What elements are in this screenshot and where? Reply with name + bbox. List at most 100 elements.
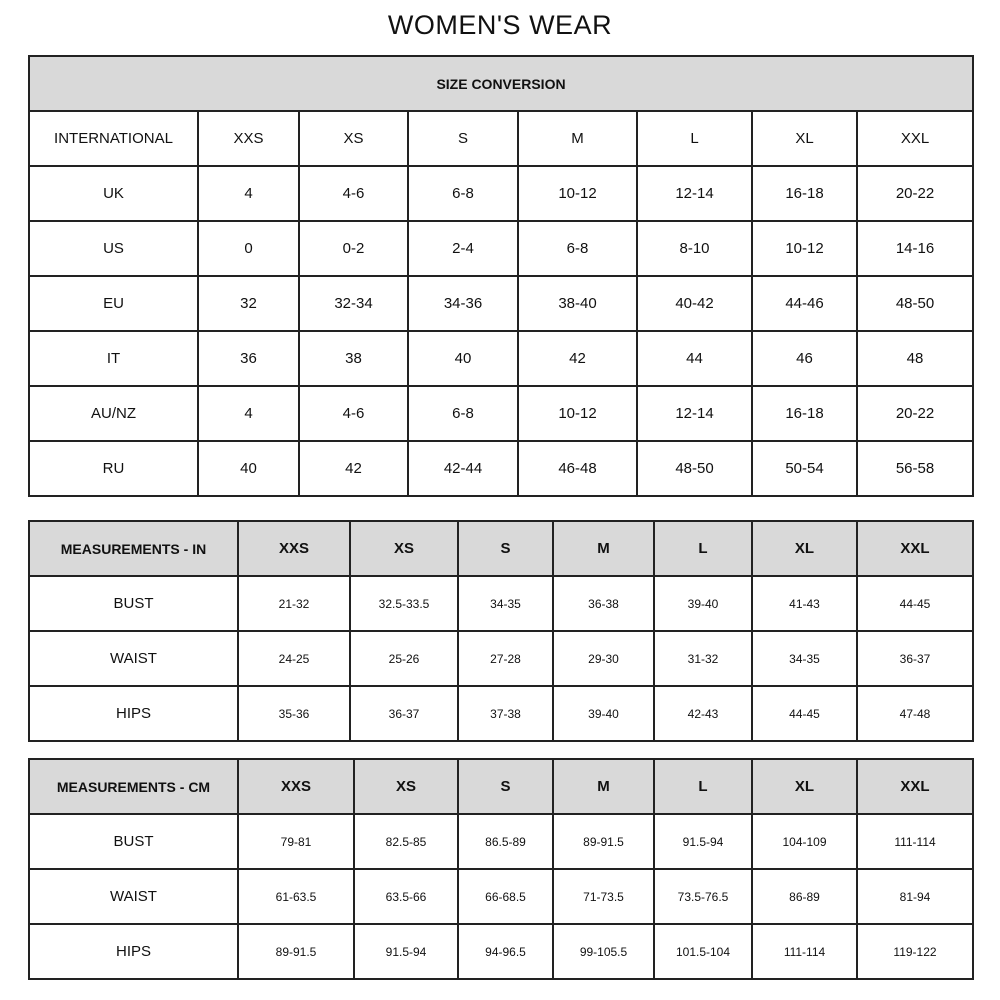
table-cell: 34-36: [407, 275, 519, 332]
table-cell: 38: [298, 330, 409, 387]
size-conversion-heading: SIZE CONVERSION: [27, 55, 975, 112]
table-cell: 20-22: [855, 385, 975, 442]
row-label: BUST: [28, 575, 239, 632]
page-title: WOMEN'S WEAR: [387, 10, 613, 40]
table-cell: 20-22: [855, 165, 975, 222]
table-cell: 32.5-33.5: [349, 575, 459, 632]
table-cell: XXS: [197, 110, 300, 167]
table-cell: 36: [197, 330, 300, 387]
table-cell: XL: [751, 110, 858, 167]
table-cell: S: [457, 520, 554, 577]
table-cell: 111-114: [751, 923, 858, 980]
table-cell: 44-46: [751, 275, 858, 332]
table-cell: 42: [298, 440, 409, 497]
table-cell: 37-38: [457, 685, 554, 742]
table-cell: 4: [197, 165, 300, 222]
table-cell: 44-45: [751, 685, 858, 742]
table-cell: 82.5-85: [353, 813, 459, 870]
table-cell: 40-42: [636, 275, 753, 332]
table-cell: 14-16: [855, 220, 975, 277]
table-cell: 48-50: [636, 440, 753, 497]
table-cell: XXS: [237, 758, 355, 815]
row-label: WAIST: [28, 868, 239, 925]
table-cell: 6-8: [407, 165, 519, 222]
table-cell: 40: [197, 440, 300, 497]
row-label: RU: [28, 440, 199, 497]
table-cell: 0: [197, 220, 300, 277]
table-cell: 10-12: [517, 385, 638, 442]
table-cell: L: [653, 758, 753, 815]
table-cell: 4-6: [298, 165, 409, 222]
table-cell: 16-18: [751, 385, 858, 442]
table-cell: 47-48: [856, 685, 974, 742]
table-cell: 48: [855, 330, 975, 387]
table-cell: 48-50: [855, 275, 975, 332]
table-cell: 8-10: [636, 220, 753, 277]
row-label: MEASUREMENTS - IN: [28, 520, 239, 577]
row-label: AU/NZ: [28, 385, 199, 442]
table-row: BUST 79-81 82.5-85 86.5-89 89-91.5 91.5-94 104…: [28, 813, 974, 870]
header-row: INTERNATIONAL XXS XS S M L XL XXL: [28, 110, 975, 167]
row-label: HIPS: [28, 923, 239, 980]
table-cell: XXL: [855, 110, 975, 167]
table-cell: XS: [353, 758, 459, 815]
table-cell: XL: [751, 758, 858, 815]
table-cell: 39-40: [552, 685, 655, 742]
table-row: HIPS 35-36 36-37 37-38 39-40 42-43 44-45 47-48: [28, 685, 974, 742]
header-row: MEASUREMENTS - IN XXS XS S M L XL XXL: [28, 520, 974, 577]
table-cell: 10-12: [751, 220, 858, 277]
table-cell: 61-63.5: [237, 868, 355, 925]
row-label: INTERNATIONAL: [28, 110, 199, 167]
table-cell: 42-43: [653, 685, 753, 742]
table-row: RU 40 42 42-44 46-48 48-50 50-54 56-58: [28, 440, 975, 497]
measurements-in-table: MEASUREMENTS - IN XXS XS S M L XL XXL BUST 21-32 3…: [28, 520, 974, 742]
table-cell: 99-105.5: [552, 923, 655, 980]
table-cell: L: [653, 520, 753, 577]
table-cell: 25-26: [349, 630, 459, 687]
table-cell: 56-58: [855, 440, 975, 497]
table-cell: 79-81: [237, 813, 355, 870]
table-cell: 32-34: [298, 275, 409, 332]
table-cell: M: [552, 758, 655, 815]
table-cell: 42: [517, 330, 638, 387]
table-cell: 10-12: [517, 165, 638, 222]
table-row: HIPS 89-91.5 91.5-94 94-96.5 99-105.5 101.5-1…: [28, 923, 974, 980]
table-cell: 94-96.5: [457, 923, 554, 980]
table-cell: 36-37: [349, 685, 459, 742]
table-cell: 41-43: [751, 575, 858, 632]
table-cell: 29-30: [552, 630, 655, 687]
table-cell: S: [457, 758, 554, 815]
table-cell: 89-91.5: [552, 813, 655, 870]
table-cell: 46-48: [517, 440, 638, 497]
table-cell: 119-122: [856, 923, 974, 980]
measurements-cm-table: MEASUREMENTS - CM XXS XS S M L XL XXL BUST 79-81 8…: [28, 758, 974, 980]
table-cell: 81-94: [856, 868, 974, 925]
table-cell: 34-35: [457, 575, 554, 632]
table-cell: 42-44: [407, 440, 519, 497]
table-cell: 86.5-89: [457, 813, 554, 870]
row-label: HIPS: [28, 685, 239, 742]
table-cell: 12-14: [636, 385, 753, 442]
table-cell: 39-40: [653, 575, 753, 632]
table-row: WAIST 24-25 25-26 27-28 29-30 31-32 34-35 36-37: [28, 630, 974, 687]
table-cell: 35-36: [237, 685, 351, 742]
table-cell: 89-91.5: [237, 923, 355, 980]
table-cell: 46: [751, 330, 858, 387]
table-row: US 0 0-2 2-4 6-8 8-10 10-12 14-16: [28, 220, 975, 277]
table-row: BUST 21-32 32.5-33.5 34-35 36-38 39-40 41-43 44…: [28, 575, 974, 632]
table-cell: XXL: [856, 758, 974, 815]
table-cell: 71-73.5: [552, 868, 655, 925]
table-cell: M: [517, 110, 638, 167]
table-cell: 36-37: [856, 630, 974, 687]
table-cell: 101.5-104: [653, 923, 753, 980]
table-cell: 12-14: [636, 165, 753, 222]
table-cell: 44: [636, 330, 753, 387]
table-cell: 6-8: [407, 385, 519, 442]
row-label: MEASUREMENTS - CM: [28, 758, 239, 815]
table-cell: L: [636, 110, 753, 167]
table-cell: 91.5-94: [653, 813, 753, 870]
table-cell: 4: [197, 385, 300, 442]
table-cell: 21-32: [237, 575, 351, 632]
table-cell: 0-2: [298, 220, 409, 277]
table-cell: 38-40: [517, 275, 638, 332]
